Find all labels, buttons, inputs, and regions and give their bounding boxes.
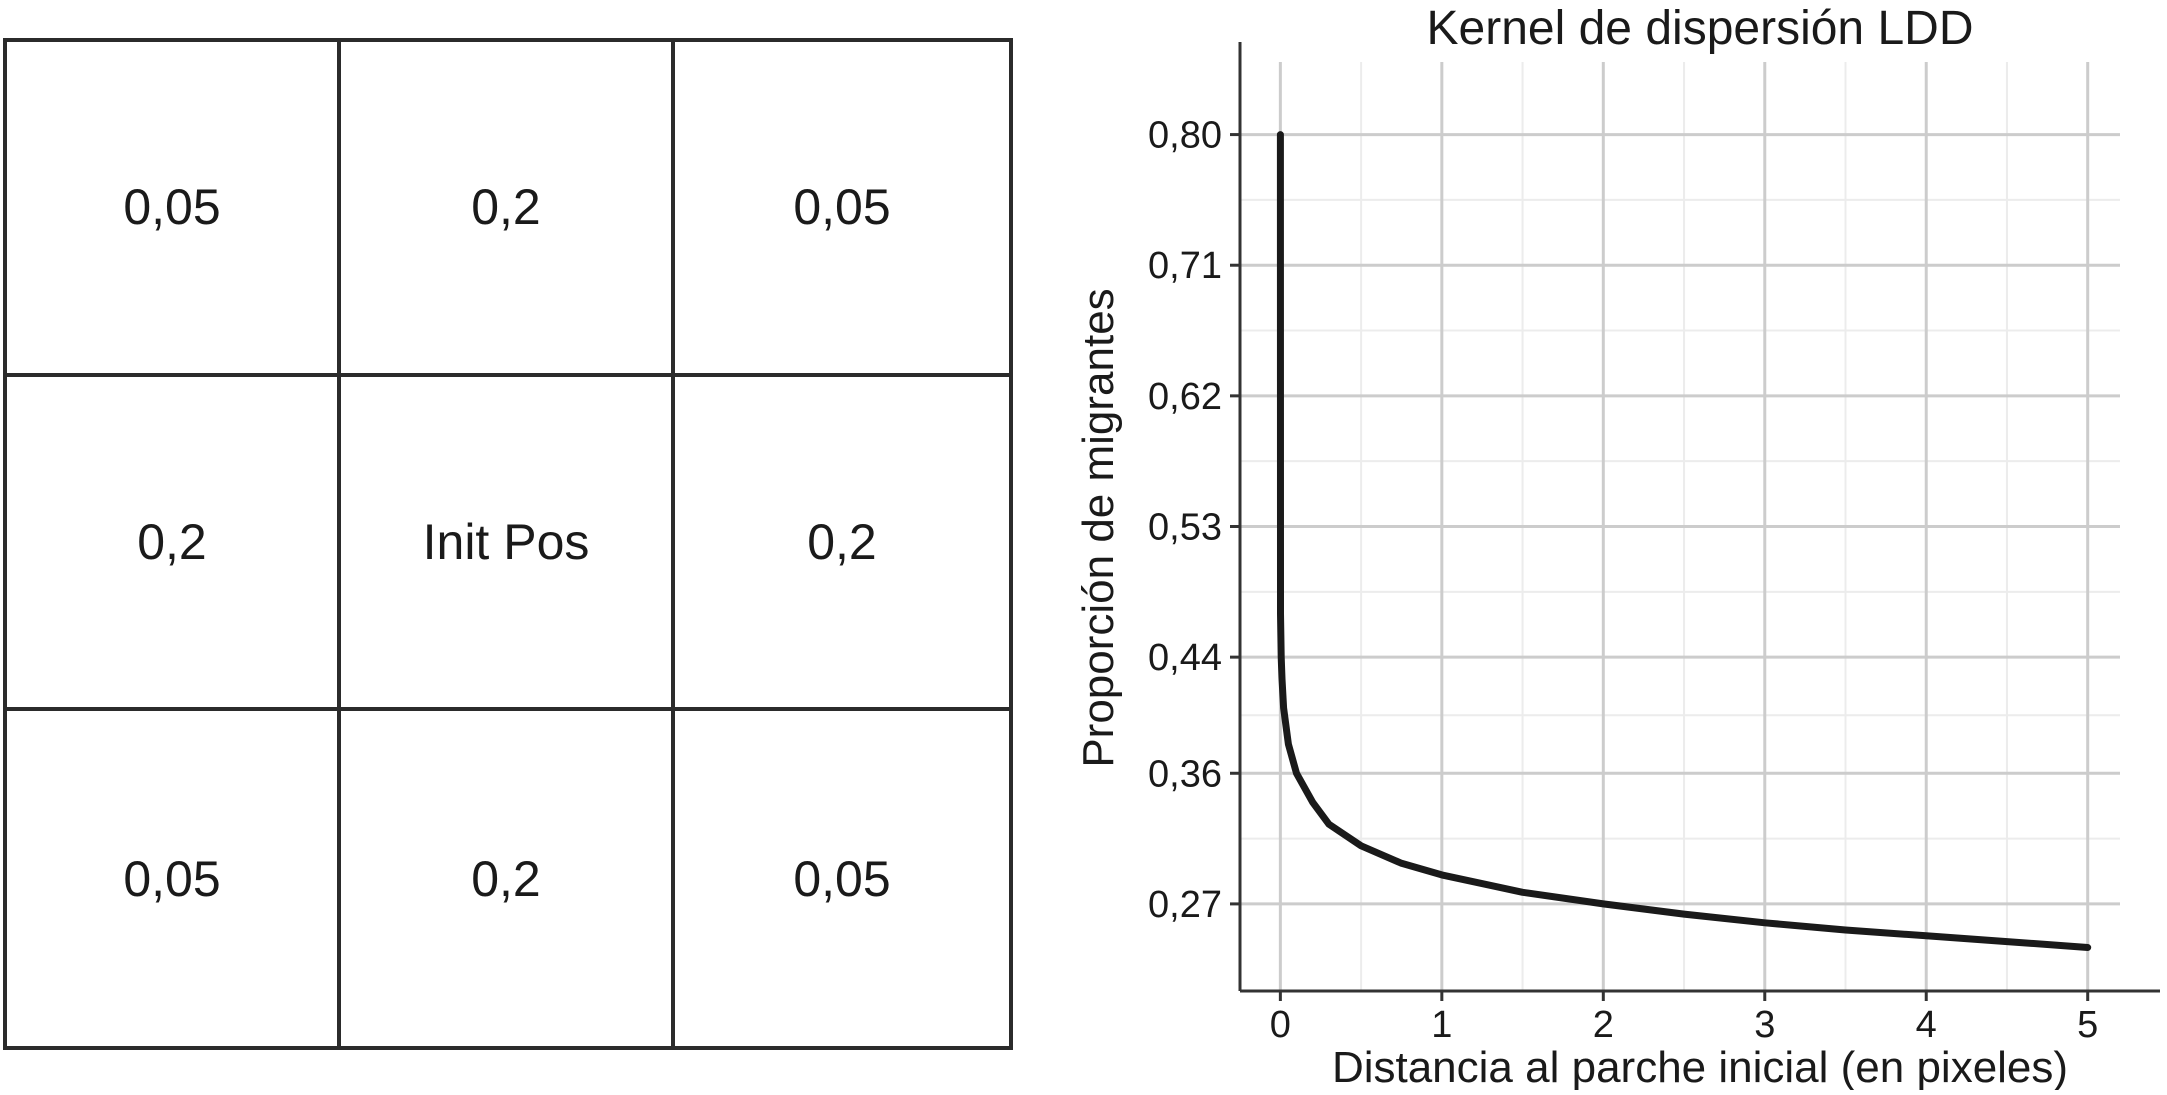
y-tick-label: 0,53 <box>1148 507 1222 549</box>
y-tick-label: 0,62 <box>1148 376 1222 418</box>
grid-cell-top-right: 0,05 <box>675 42 1009 377</box>
grid-cell-bottom-right: 0,05 <box>793 850 891 907</box>
kernel-curve-line <box>1276 131 2092 951</box>
grid-cell-middle-left: 0,2 <box>7 376 341 712</box>
dispersal-kernel-chart: 0 1 2 3 4 5 0,80 0,71 0,62 0,53 0,44 0,36 0,27 Kerne… <box>1074 0 2167 1095</box>
x-axis-label: Distancia al parche inicial (en pixeles) <box>1332 1043 2068 1090</box>
x-tick-label: 2 <box>1593 1004 1614 1046</box>
probability-grid: 0,05 0,2 0,05 0,2 Init Pos 0,2 0,05 0,2 … <box>3 38 1013 1050</box>
chart-axes <box>1230 42 2160 1001</box>
grid-cell-bottom-left: 0,05 <box>7 711 341 1046</box>
y-tick-label: 0,27 <box>1148 884 1222 926</box>
y-axis-label: Proporción de migrantes <box>1080 288 1123 767</box>
y-tick-label: 0,80 <box>1148 115 1222 157</box>
chart-title: Kernel de dispersión LDD <box>1427 2 1974 55</box>
grid-cell-top-center: 0,2 <box>341 42 675 377</box>
chart-series <box>1276 131 2092 951</box>
grid-cell-top-left: 0,05 <box>7 42 341 377</box>
y-tick-label: 0,44 <box>1148 637 1222 679</box>
grid-cell-bottom-center: 0,2 <box>341 711 675 1046</box>
chart-svg: 0 1 2 3 4 5 0,80 0,71 0,62 0,53 0,44 0,36 0,27 Kerne… <box>1074 2 2160 1092</box>
chart-tick-labels: 0 1 2 3 4 5 0,80 0,71 0,62 0,53 0,44 0,36 0,27 <box>1148 115 2098 1046</box>
grid-cell-middle-right: 0,2 <box>675 377 1009 712</box>
x-tick-label: 4 <box>1916 1004 1937 1046</box>
x-tick-label: 1 <box>1431 1004 1452 1046</box>
y-tick-label: 0,71 <box>1148 245 1222 287</box>
y-tick-label: 0,36 <box>1148 753 1222 795</box>
grid-cell-center: Init Pos <box>341 376 675 712</box>
x-tick-label: 0 <box>1270 1004 1291 1046</box>
x-tick-label: 3 <box>1754 1004 1775 1046</box>
x-tick-label: 5 <box>2077 1004 2098 1046</box>
